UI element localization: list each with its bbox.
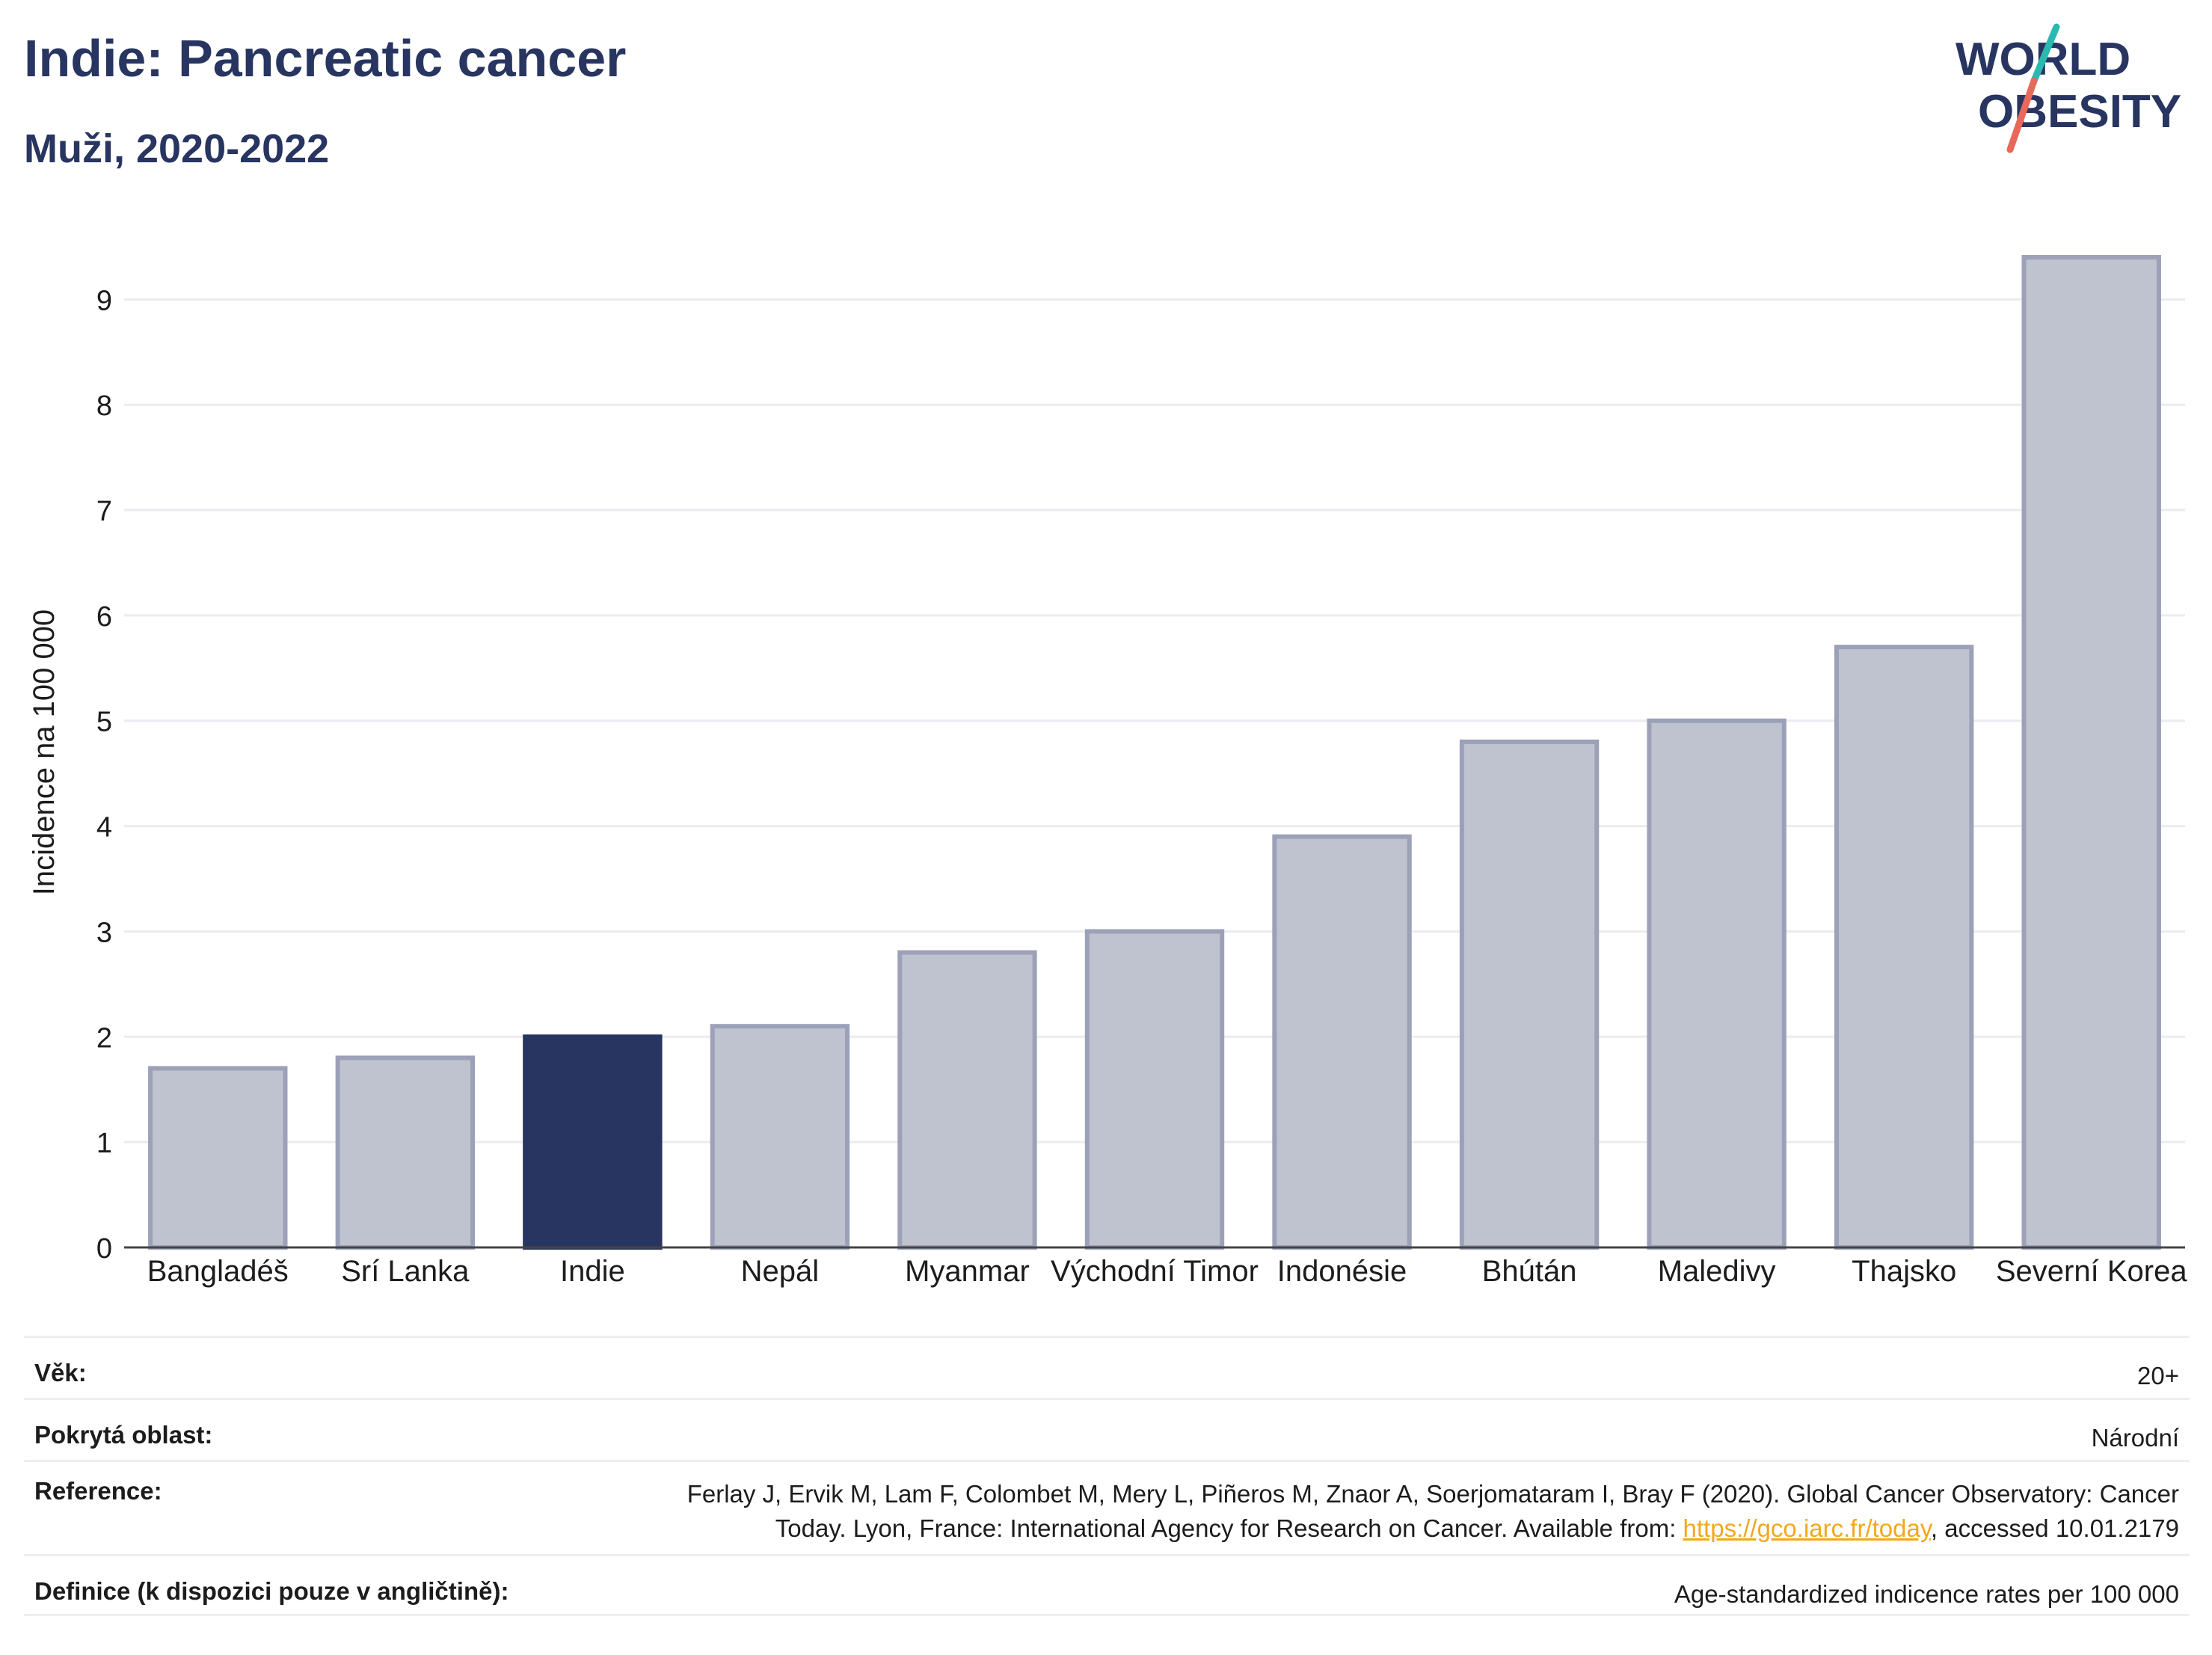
y-tick-label: 3 <box>96 917 112 948</box>
x-tick-label: Thajsko <box>1852 1255 1956 1288</box>
chart-title: Indie: Pancreatic cancer <box>24 29 627 87</box>
bar-indie <box>523 1034 663 1250</box>
bar-myanmar <box>897 950 1037 1250</box>
x-tick-label: Srí Lanka <box>341 1255 470 1288</box>
x-tick-label: Indie <box>560 1255 625 1288</box>
bar-maledivy <box>1647 718 1787 1250</box>
meta-value-reference: Ferlay J, Ervik M, Lam F, Colombet M, Me… <box>687 1477 2179 1546</box>
reference-line-1: Ferlay J, Ervik M, Lam F, Colombet M, Me… <box>686 1480 2179 1508</box>
y-tick-label: 2 <box>96 1022 112 1054</box>
bar-severní-korea <box>2021 255 2161 1250</box>
bar-bhútán <box>1459 739 1600 1250</box>
x-tick-label: Bangladéš <box>147 1255 289 1288</box>
y-tick-label: 4 <box>96 812 112 844</box>
bar-nepál <box>710 1024 850 1250</box>
bar-bangladéš <box>148 1066 288 1250</box>
meta-row-reference: Reference: Ferlay J, Ervik M, Lam F, Col… <box>24 1460 2190 1554</box>
meta-label-age: Věk: <box>34 1359 87 1387</box>
logo-slash-teal <box>2030 23 2060 85</box>
x-tick-label: Maledivy <box>1658 1255 1776 1288</box>
chart-subtitle: Muži, 2020-2022 <box>24 126 330 171</box>
x-tick-label: Nepál <box>741 1255 820 1288</box>
bar-srí-lanka <box>335 1055 476 1250</box>
logo-slash-coral <box>2006 77 2038 153</box>
x-tick-labels: Bangladéš Srí Lanka Indie Nepál Myanmar Výcho… <box>147 1255 2188 1288</box>
y-tick-labels: 0 1 2 3 4 5 6 7 8 9 <box>96 285 112 1265</box>
x-tick-label: Severní Korea <box>1996 1255 2187 1288</box>
reference-link[interactable]: https://gco.iarc.fr/today <box>1683 1514 1931 1542</box>
y-tick-label: 5 <box>96 707 112 738</box>
meta-label-coverage: Pokrytá oblast: <box>34 1421 213 1449</box>
bars <box>148 255 2161 1250</box>
y-axis-label: Incidence na 100 000 <box>28 610 61 896</box>
meta-row-definition: Definice (k dispozici pouze v angličtině… <box>24 1554 2190 1616</box>
x-tick-label: Indonésie <box>1277 1255 1407 1288</box>
y-tick-label: 7 <box>96 496 112 527</box>
meta-value-coverage: Národní <box>2091 1424 2179 1452</box>
meta-label-reference: Reference: <box>34 1477 162 1505</box>
meta-value-age: 20+ <box>2137 1362 2179 1390</box>
reference-line-2-pre: Today. Lyon, France: International Agenc… <box>775 1514 1683 1542</box>
x-tick-label: Myanmar <box>905 1255 1030 1288</box>
y-tick-label: 9 <box>96 285 112 316</box>
y-tick-label: 0 <box>96 1233 112 1265</box>
x-tick-label: Východní Timor <box>1051 1255 1259 1288</box>
meta-row-age: Věk: 20+ <box>24 1336 2190 1398</box>
bar-východní-timor <box>1084 929 1225 1250</box>
y-tick-label: 6 <box>96 601 112 633</box>
y-tick-label: 1 <box>96 1128 112 1159</box>
bar-indonésie <box>1272 834 1412 1250</box>
bar-chart: 0 1 2 3 4 5 6 7 8 9 Bangladéš Srí Lanka Indie Nepál M… <box>28 255 2188 1288</box>
meta-label-definition: Definice (k dispozici pouze v angličtině… <box>34 1577 509 1605</box>
y-tick-label: 8 <box>96 390 112 422</box>
x-tick-label: Bhútán <box>1482 1255 1577 1288</box>
metadata-table: Věk: 20+ Pokrytá oblast: Národní Referen… <box>24 1336 2190 1616</box>
logo-line-2: OBESITY <box>1978 86 2181 138</box>
reference-line-2-post: , accessed 10.01.2179 <box>1930 1514 2179 1542</box>
world-obesity-logo: WORLD OBESITY <box>1956 23 2181 153</box>
meta-value-definition: Age-standardized indicence rates per 100… <box>1674 1580 2179 1608</box>
bar-thajsko <box>1834 645 1974 1250</box>
meta-row-coverage: Pokrytá oblast: Národní <box>24 1398 2190 1460</box>
